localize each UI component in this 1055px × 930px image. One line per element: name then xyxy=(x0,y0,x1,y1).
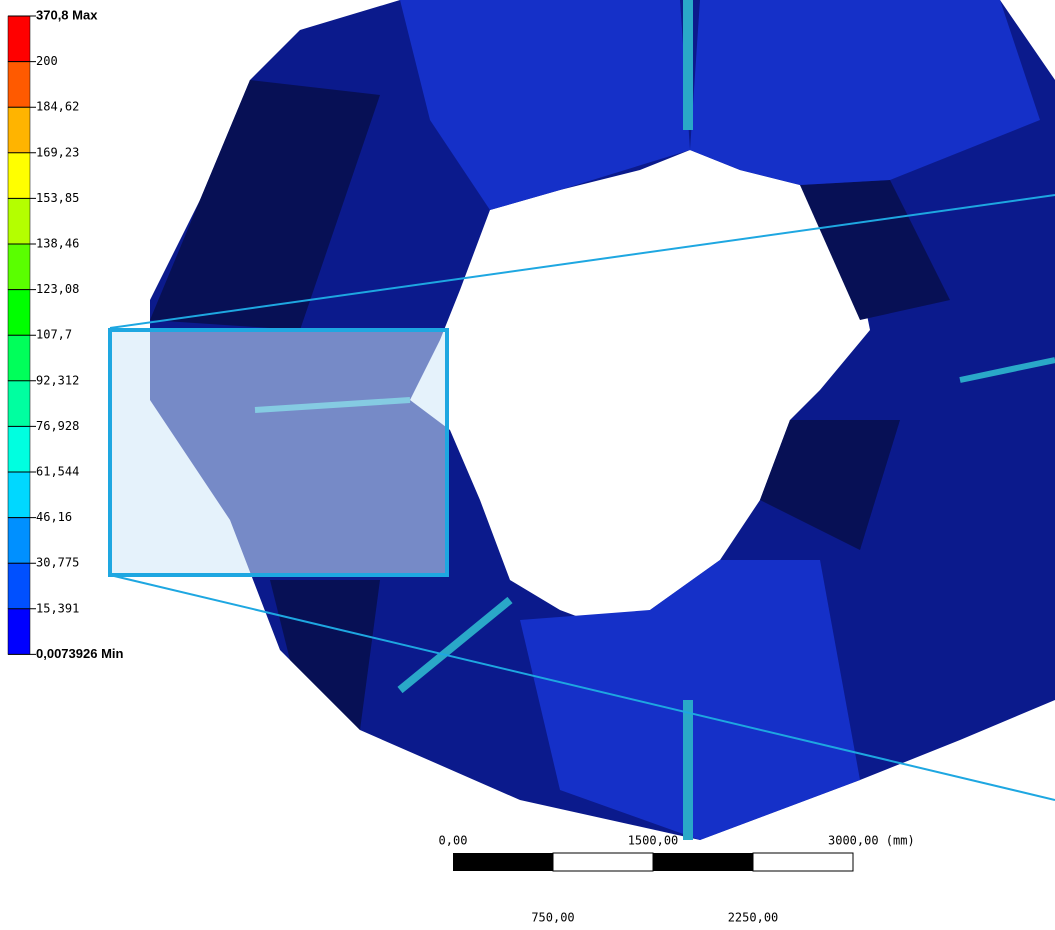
legend-swatch xyxy=(8,518,30,564)
legend-label: 200 xyxy=(36,54,58,68)
scale-label: 750,00 xyxy=(531,911,574,925)
viewport: 0,00 1500,00 3000,00 (mm) 750,00 2250,00… xyxy=(0,0,1055,930)
legend-swatch xyxy=(8,153,30,199)
legend-label: 153,85 xyxy=(36,191,79,205)
scale-segment xyxy=(653,853,753,871)
scale-label: 1500,00 xyxy=(628,834,679,848)
legend-swatch xyxy=(8,16,30,62)
legend-label: 138,46 xyxy=(36,237,79,251)
legend-label: 30,775 xyxy=(36,556,79,570)
legend-label: 123,08 xyxy=(36,282,79,296)
legend-swatch xyxy=(8,335,30,381)
legend-swatch xyxy=(8,609,30,655)
legend-label: 169,23 xyxy=(36,145,79,159)
legend-label: 107,7 xyxy=(36,328,72,342)
legend-label: 15,391 xyxy=(36,601,79,615)
scale-segment xyxy=(553,853,653,871)
legend-swatch xyxy=(8,426,30,472)
scale-segment xyxy=(753,853,853,871)
legend-swatch xyxy=(8,198,30,244)
legend-label: 92,312 xyxy=(36,373,79,387)
scale-segment xyxy=(453,853,553,871)
legend-label: 184,62 xyxy=(36,100,79,114)
legend-label: 61,544 xyxy=(36,465,79,479)
zoom-box xyxy=(110,330,447,575)
scale-label: 0,00 xyxy=(439,834,468,848)
legend-label: 370,8 Max xyxy=(36,7,98,22)
legend-label: 46,16 xyxy=(36,510,72,524)
legend-label: 76,928 xyxy=(36,419,79,433)
legend-swatch xyxy=(8,290,30,336)
legend-swatch xyxy=(8,563,30,609)
legend-swatch xyxy=(8,472,30,518)
legend-swatch xyxy=(8,244,30,290)
scale-label: 3000,00 (mm) xyxy=(828,834,915,848)
legend-swatch xyxy=(8,107,30,153)
model-view: 0,00 1500,00 3000,00 (mm) 750,00 2250,00… xyxy=(0,0,1055,930)
legend-swatch xyxy=(8,381,30,427)
scale-label: 2250,00 xyxy=(728,911,779,925)
legend-label: 0,0073926 Min xyxy=(36,646,124,661)
legend-swatch xyxy=(8,62,30,108)
